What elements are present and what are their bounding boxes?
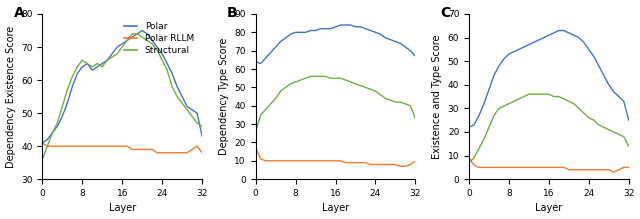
X-axis label: Layer: Layer xyxy=(322,203,349,214)
Text: B: B xyxy=(227,6,237,20)
Y-axis label: Dependency Existence Score: Dependency Existence Score xyxy=(6,25,15,168)
Text: A: A xyxy=(13,6,24,20)
Y-axis label: Dependency Type Score: Dependency Type Score xyxy=(219,38,229,155)
Legend: Polar, Polar RLLM, Structural: Polar, Polar RLLM, Structural xyxy=(120,18,198,58)
X-axis label: Layer: Layer xyxy=(535,203,563,214)
Y-axis label: Existence and Type Score: Existence and Type Score xyxy=(432,34,442,159)
Text: C: C xyxy=(440,6,451,20)
X-axis label: Layer: Layer xyxy=(109,203,136,214)
